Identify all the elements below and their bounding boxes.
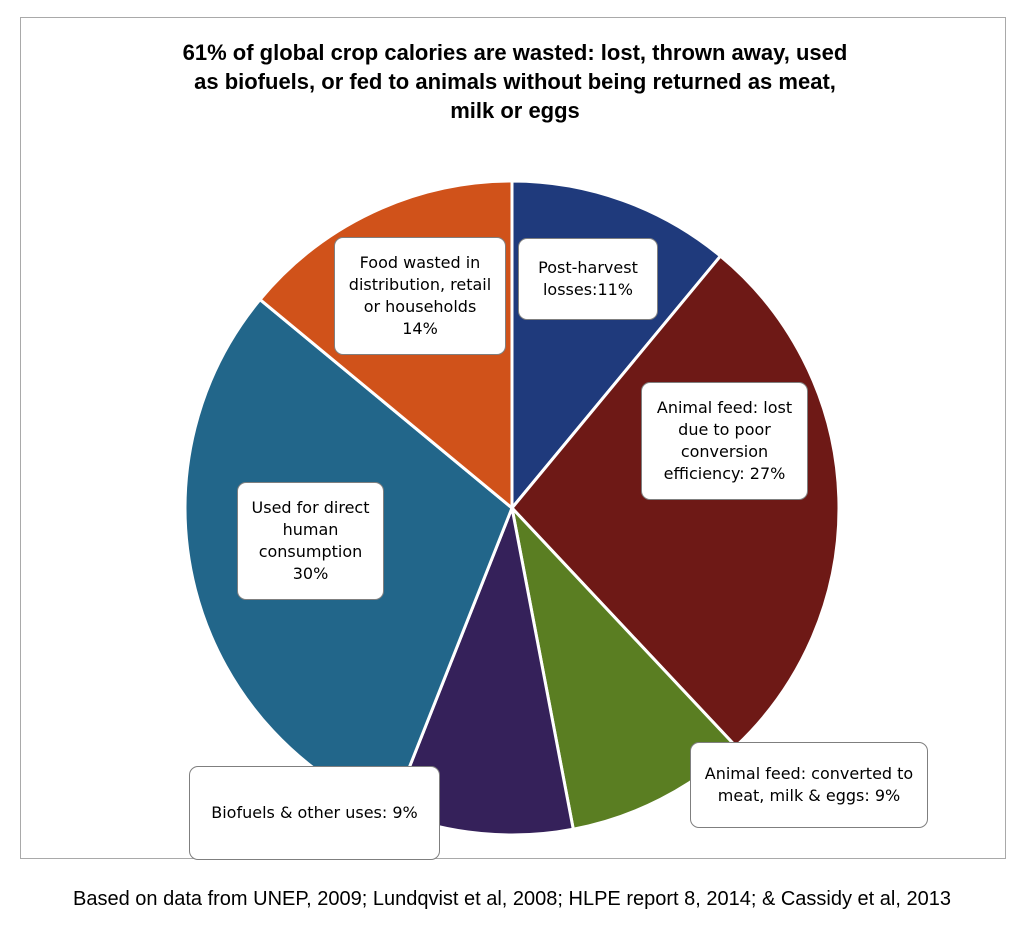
slice-label-food-wasted: Food wasted in distribution, retail or h… <box>334 237 506 355</box>
source-note: Based on data from UNEP, 2009; Lundqvist… <box>73 888 951 910</box>
slice-label-biofuels: Biofuels & other uses: 9% <box>189 766 440 860</box>
pie-slice-animal-feed-lost <box>510 254 841 748</box>
slice-label-post-harvest: Post-harvest losses:11% <box>518 238 658 320</box>
chart-title: 61% of global crop calories are wasted: … <box>182 40 848 123</box>
slice-label-direct-consumption: Used for direct human consumption 30% <box>237 482 384 600</box>
slice-label-animal-feed-converted: Animal feed: converted to meat, milk & e… <box>690 742 928 828</box>
slice-label-animal-feed-lost: Animal feed: lost due to poor conversion… <box>641 382 808 500</box>
